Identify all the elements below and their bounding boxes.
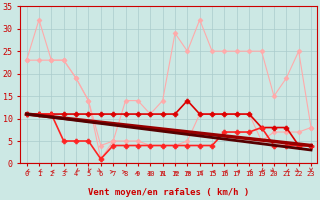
X-axis label: Vent moyen/en rafales ( km/h ): Vent moyen/en rafales ( km/h ) bbox=[88, 188, 250, 197]
